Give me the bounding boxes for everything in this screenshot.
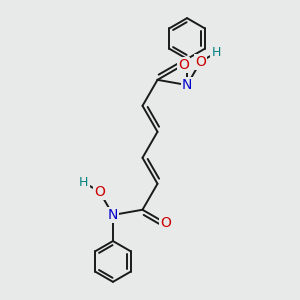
Text: O: O [160, 216, 171, 230]
Text: N: N [182, 78, 192, 92]
Text: H: H [212, 46, 221, 59]
Text: O: O [94, 184, 105, 199]
Text: N: N [108, 208, 118, 222]
Text: O: O [178, 58, 189, 72]
Text: O: O [195, 55, 206, 69]
Text: H: H [79, 176, 88, 189]
